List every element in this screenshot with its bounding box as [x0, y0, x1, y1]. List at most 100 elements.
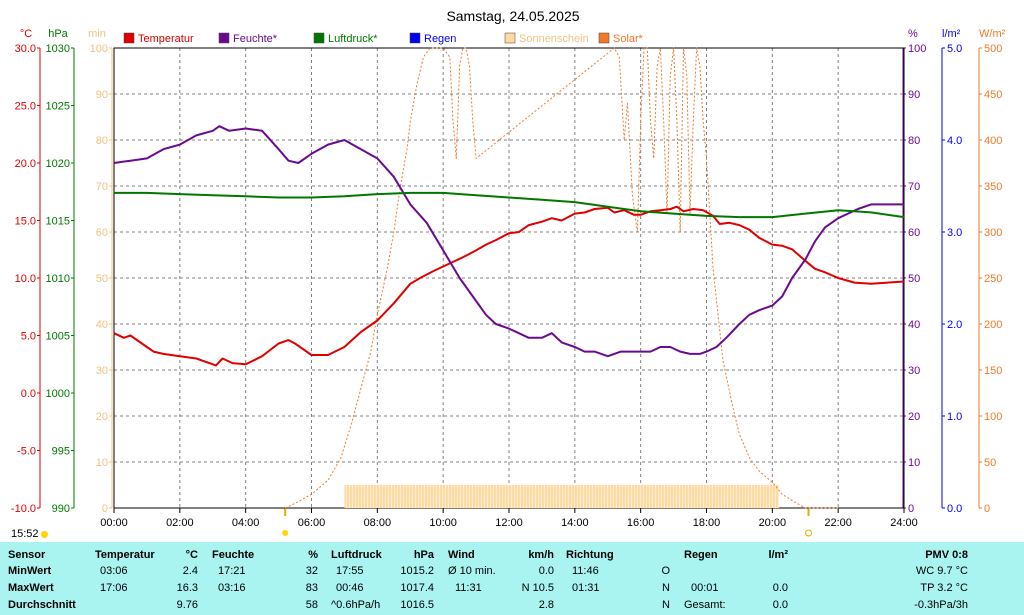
legend-swatch — [123, 32, 135, 44]
header-pmv: PMV 0:8 — [925, 549, 968, 561]
time-tick-label: 04:00 — [232, 517, 260, 529]
pressure-avg-value: 1016.5 — [400, 599, 434, 611]
humidity-min-value: 32 — [305, 565, 318, 577]
weather-chart: Samstag, 24.05.2025 30.0 25.0 20.0 15.0 10.0… — [11, 8, 1006, 537]
temperature-avg-value: 9.76 — [176, 599, 198, 611]
temperature-tick-label: 25.0 — [15, 101, 36, 113]
pmv-dew-point: TP 3.2 °C — [920, 582, 968, 594]
pmv-pressure-trend: -0.3hPa/3h — [914, 599, 968, 611]
pressure-max-time: 00:46 — [336, 582, 364, 594]
time-tick-label: 18:00 — [693, 517, 721, 529]
time-tick-label: 06:00 — [298, 517, 326, 529]
temperature-max-time: 17:06 — [100, 582, 128, 594]
pressure-tick-label: 1000 — [46, 388, 70, 400]
header-humidity-unit: % — [308, 549, 318, 561]
sunshine-tick-label: 30 — [96, 365, 108, 377]
solar-tick-label: 250 — [984, 273, 1002, 285]
wind-min-value: 0.0 — [538, 565, 554, 577]
humidity-tick-label: 80 — [908, 135, 920, 147]
header-temperature: Temperatur — [95, 549, 155, 561]
solar-tick-label: 200 — [984, 319, 1002, 331]
sunshine-tick-label: 40 — [96, 319, 108, 331]
solar-tick-label: 0 — [984, 503, 990, 515]
temperature-min-time: 03:06 — [100, 565, 128, 577]
sunshine-tick-label: 10 — [96, 457, 108, 469]
solar-tick-label: 450 — [984, 89, 1002, 101]
rain-unit-label: l/m² — [942, 28, 961, 40]
sunshine-tick-label: 50 — [96, 273, 108, 285]
sunshine-tick-label: 80 — [96, 135, 108, 147]
legend-label: Temperatur — [138, 33, 194, 45]
header-direction: Richtung — [566, 549, 614, 561]
solar-tick-label: 500 — [984, 43, 1002, 55]
rain-max-time: 00:01 — [691, 582, 719, 594]
row-label: Durchschnitt — [8, 599, 76, 611]
legend-swatch — [598, 32, 610, 44]
humidity-tick-label: 30 — [908, 365, 920, 377]
sunrise-icon — [282, 530, 289, 536]
direction-min-value: O — [661, 565, 670, 577]
direction-avg-value: N — [662, 599, 670, 611]
temperature-tick-label: 30.0 — [15, 43, 36, 55]
temperature-tick-label: -5.0 — [17, 446, 36, 458]
pressure-tick-label: 1025 — [46, 101, 70, 113]
humidity-tick-label: 20 — [908, 411, 920, 423]
legend-swatch — [409, 32, 421, 44]
rain-tick-label: 5.0 — [947, 43, 962, 55]
temperature-unit-label: °C — [20, 28, 32, 40]
humidity-tick-label: 40 — [908, 319, 920, 331]
solar-tick-label: 400 — [984, 135, 1002, 147]
temperature-tick-label: 0.0 — [21, 388, 36, 400]
rain-tick-label: 2.0 — [947, 319, 962, 331]
sun-icon — [41, 531, 48, 538]
legend-label: Solar* — [613, 33, 644, 45]
humidity-unit-label: % — [908, 28, 918, 40]
time-tick-label: 08:00 — [364, 517, 392, 529]
pressure-max-value: 1017.4 — [400, 582, 434, 594]
temperature-tick-label: 20.0 — [15, 158, 36, 170]
sunshine-layer — [344, 485, 779, 508]
solar-tick-label: 50 — [984, 457, 996, 469]
direction-max-value: N — [662, 582, 670, 594]
humidity-max-value: 83 — [305, 582, 318, 594]
rain-tick-label: 0.0 — [947, 503, 962, 515]
axes-layer: 30.025.020.015.010.05.00.0-5.0-10.010301… — [11, 28, 1006, 537]
temperature-tick-label: 15.0 — [15, 216, 36, 228]
wind-min-time: Ø 10 min. — [448, 565, 496, 577]
sunshine-tick-label: 90 — [96, 89, 108, 101]
time-tick-label: 00:00 — [100, 517, 128, 529]
chart-title: Samstag, 24.05.2025 — [446, 8, 579, 24]
header-wind: Wind — [448, 549, 475, 561]
series-layer — [113, 47, 905, 509]
row-label: MaxWert — [8, 582, 54, 594]
temperature-tick-label: 10.0 — [15, 273, 36, 285]
legend-swatch — [313, 32, 325, 44]
grid-layer — [113, 47, 905, 509]
time-tick-label: 24:00 — [890, 517, 918, 529]
direction-min-time: 11:46 — [572, 565, 599, 577]
header-rain: Regen — [684, 549, 718, 561]
pressure-tick-label: 1010 — [46, 273, 70, 285]
sunshine-tick-label: 100 — [90, 43, 108, 55]
rain-max-value: 0.0 — [772, 582, 788, 594]
header-rain-unit: l/m² — [768, 549, 788, 561]
temperature-tick-label: 5.0 — [21, 331, 36, 343]
pressure-tick-label: 1020 — [46, 158, 70, 170]
wind-max-time: 11:31 — [455, 582, 482, 594]
header-humidity: Feuchte — [212, 549, 255, 561]
rain-tick-label: 3.0 — [947, 227, 962, 239]
solar-tick-label: 100 — [984, 411, 1002, 423]
time-tick-label: 14:00 — [561, 517, 589, 529]
time-tick-label: 22:00 — [824, 517, 852, 529]
humidity-line — [113, 125, 904, 358]
humidity-tick-label: 90 — [908, 89, 920, 101]
humidity-tick-label: 10 — [908, 457, 920, 469]
header-pressure: Luftdruck — [331, 549, 382, 561]
row-label: MinWert — [8, 565, 52, 577]
header-sensor: Sensor — [8, 549, 46, 561]
sunshine-tick-label: 20 — [96, 411, 108, 423]
humidity-max-time: 03:16 — [218, 582, 246, 594]
time-tick-label: 20:00 — [759, 517, 787, 529]
legend-swatch — [218, 32, 230, 44]
solar-tick-label: 350 — [984, 181, 1002, 193]
